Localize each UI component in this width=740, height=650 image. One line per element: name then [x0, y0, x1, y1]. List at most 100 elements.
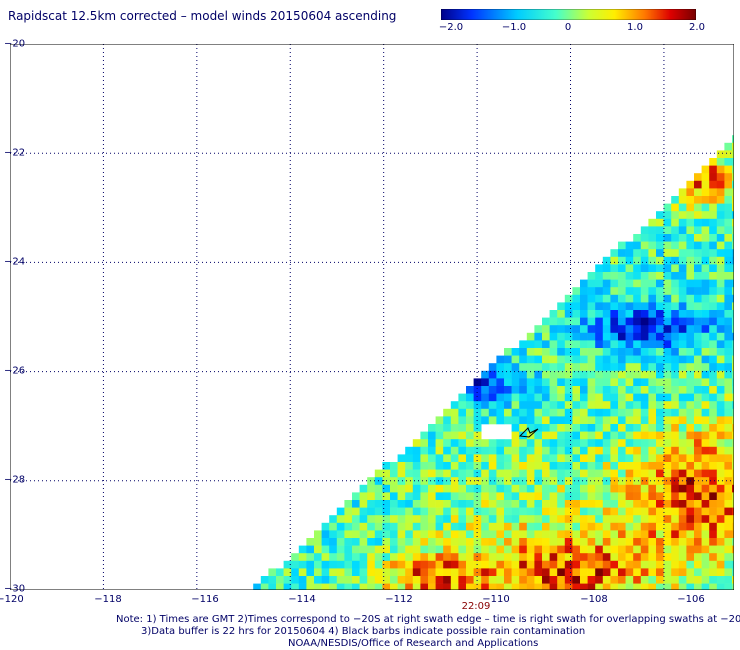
- wind-cell: [580, 439, 588, 448]
- wind-cell: [580, 378, 588, 387]
- wind-cell: [716, 234, 725, 242]
- wind-cell: [306, 576, 315, 584]
- wind-cell: [610, 515, 619, 524]
- wind-cell: [519, 370, 528, 379]
- wind-cell: [443, 583, 452, 590]
- wind-cell: [724, 454, 733, 463]
- wind-cell: [709, 279, 718, 288]
- wind-cell: [671, 378, 680, 387]
- wind-cell: [466, 545, 474, 554]
- wind-cell: [663, 439, 672, 448]
- wind-cell: [663, 332, 672, 341]
- wind-cell: [709, 173, 718, 182]
- wind-cell: [397, 462, 406, 470]
- wind-cell: [663, 325, 672, 334]
- wind-cell: [420, 576, 429, 584]
- wind-cell: [435, 454, 444, 463]
- wind-cell: [519, 545, 528, 554]
- wind-cell: [564, 393, 573, 402]
- wind-cell: [496, 401, 505, 410]
- wind-cell: [610, 454, 619, 463]
- wind-cell: [336, 568, 345, 577]
- wind-cell: [686, 287, 695, 296]
- wind-cell: [390, 469, 398, 478]
- wind-cell: [580, 302, 588, 311]
- wind-cell: [671, 515, 680, 524]
- wind-cell: [633, 393, 642, 402]
- wind-cell: [602, 325, 611, 334]
- wind-cell: [640, 522, 649, 531]
- wind-cell: [686, 180, 695, 189]
- wind-cell: [732, 272, 734, 280]
- wind-cell: [716, 560, 725, 569]
- wind-cell: [732, 203, 734, 212]
- wind-cell: [572, 340, 581, 349]
- wind-cell: [321, 560, 330, 569]
- wind-cell: [732, 583, 734, 590]
- wind-cell: [678, 492, 687, 501]
- wind-cell: [610, 256, 619, 265]
- wind-cell: [564, 294, 573, 303]
- wind-cell: [511, 454, 520, 463]
- wind-cell: [519, 446, 528, 455]
- wind-cell: [633, 332, 642, 341]
- wind-cell: [656, 576, 664, 584]
- wind-cell: [671, 568, 680, 577]
- wind-cell: [686, 234, 695, 242]
- wind-cell: [466, 560, 474, 569]
- wind-cell: [625, 249, 634, 258]
- wind-cell: [724, 287, 733, 296]
- wind-cell: [671, 439, 680, 448]
- wind-cell: [488, 408, 497, 417]
- wind-cell: [732, 165, 734, 174]
- wind-cell: [466, 484, 474, 493]
- wind-cell: [450, 560, 459, 569]
- wind-cell: [625, 568, 634, 577]
- wind-cell: [534, 576, 543, 584]
- wind-cell: [678, 507, 687, 516]
- wind-cell: [633, 424, 642, 432]
- wind-cell: [557, 530, 566, 539]
- wind-cell: [724, 416, 733, 425]
- wind-cell: [716, 553, 725, 562]
- wind-cell: [701, 241, 710, 250]
- wind-cell: [542, 348, 550, 356]
- wind-cell: [640, 264, 649, 273]
- wind-cell: [504, 462, 512, 470]
- wind-cell: [481, 393, 490, 402]
- wind-cell: [625, 272, 634, 280]
- colorbar-tick-label: 0: [564, 22, 572, 33]
- wind-cell: [671, 355, 680, 364]
- wind-cell: [709, 272, 718, 280]
- wind-cell: [481, 462, 490, 470]
- wind-cell: [587, 515, 596, 524]
- wind-cell: [557, 325, 566, 334]
- wind-cell: [405, 583, 414, 590]
- wind-cell: [648, 530, 657, 539]
- wind-cell: [511, 355, 520, 364]
- wind-cell: [420, 492, 429, 501]
- wind-cell: [602, 317, 611, 326]
- wind-cell: [595, 287, 604, 296]
- wind-cell: [557, 393, 566, 402]
- wind-cell: [678, 386, 687, 394]
- wind-cell: [572, 386, 581, 394]
- wind-cell: [504, 469, 512, 478]
- wind-cell: [336, 576, 345, 584]
- wind-cell: [428, 439, 436, 448]
- wind-cell: [625, 302, 634, 311]
- wind-cell: [587, 431, 596, 440]
- wind-cell: [618, 545, 626, 554]
- wind-cell: [466, 492, 474, 501]
- wind-cell: [648, 522, 657, 531]
- wind-cell: [709, 256, 718, 265]
- wind-cell: [625, 241, 634, 250]
- wind-cell: [580, 500, 588, 508]
- wind-cell: [663, 500, 672, 508]
- wind-cell: [724, 272, 733, 280]
- wind-cell: [625, 408, 634, 417]
- wind-cell: [580, 515, 588, 524]
- wind-cell: [420, 538, 429, 546]
- wind-cell: [694, 287, 702, 296]
- wind-cell: [519, 424, 528, 432]
